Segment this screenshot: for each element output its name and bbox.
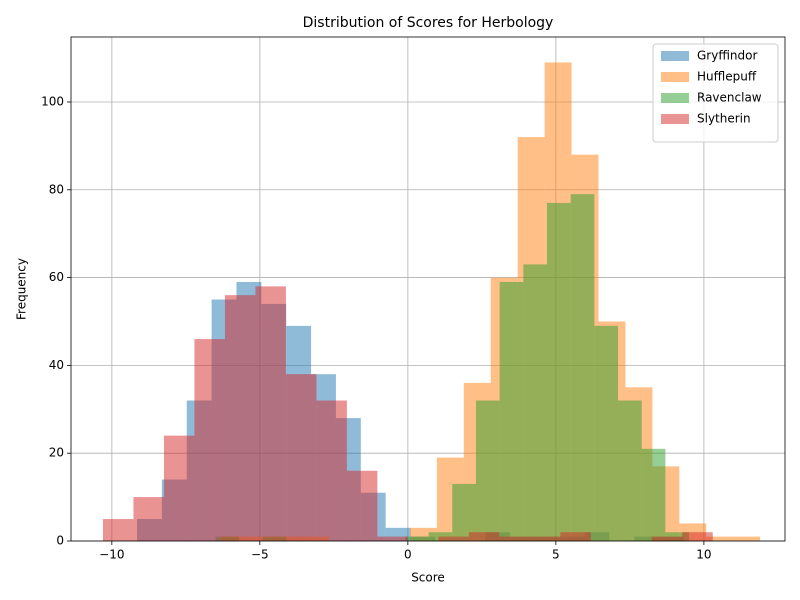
histogram-bar — [255, 286, 286, 541]
chart-title: Distribution of Scores for Herbology — [303, 15, 554, 31]
legend-label: Hufflepuff — [697, 70, 757, 84]
histogram-bar — [641, 448, 666, 541]
legend-swatch — [661, 72, 689, 82]
legend: Gryffindor Hufflepuff Ravenclaw Slytherin — [652, 43, 779, 143]
histogram-bar — [316, 400, 347, 541]
y-axis-label: Frequency — [15, 258, 29, 320]
histogram-bar — [523, 264, 547, 541]
histogram-bar — [163, 435, 195, 541]
histogram-bar — [529, 536, 561, 541]
legend-label: Gryffindor — [697, 49, 758, 63]
histogram-bar — [706, 536, 734, 541]
bars — [102, 62, 761, 542]
histogram-bar — [194, 339, 225, 541]
histogram-bar — [594, 325, 619, 541]
legend-swatch — [661, 51, 689, 61]
histogram-bar — [452, 483, 476, 541]
x-tick-label: −10 — [99, 548, 124, 562]
plot-frame — [70, 36, 786, 542]
histogram-bar — [547, 202, 571, 541]
histogram-bar — [404, 536, 429, 541]
histogram-bar — [224, 295, 256, 541]
x-tick-label: 5 — [552, 548, 560, 562]
legend-label: Slytherin — [697, 112, 751, 126]
x-tick-label: −5 — [251, 548, 269, 562]
x-tick-label: 0 — [404, 548, 412, 562]
histogram-bar — [651, 536, 683, 541]
y-tick-label: 40 — [49, 358, 64, 372]
histogram-bar — [560, 532, 591, 541]
histogram-bar — [438, 536, 469, 541]
histogram-bar — [133, 497, 164, 541]
y-tick-label: 80 — [49, 182, 64, 196]
histogram-bar — [733, 536, 761, 541]
legend-swatch — [661, 93, 689, 103]
histogram-bar — [682, 532, 713, 541]
histogram-bar — [499, 281, 524, 541]
histogram-bar — [377, 536, 408, 541]
histogram-bar — [285, 374, 317, 541]
y-tick-label: 0 — [56, 534, 64, 548]
histogram-bar — [618, 400, 642, 541]
histogram-bar — [102, 519, 134, 541]
legend-label: Ravenclaw — [697, 91, 762, 105]
y-tick-label: 100 — [41, 94, 64, 108]
y-tick-label: 20 — [49, 446, 64, 460]
histogram-bar — [475, 400, 500, 541]
legend-swatch — [661, 114, 689, 124]
histogram-bar — [570, 194, 595, 542]
histogram-bar — [346, 470, 378, 541]
x-tick-label: 10 — [696, 548, 711, 562]
histogram-bar — [499, 536, 530, 541]
x-axis-label: Score — [411, 571, 445, 585]
y-tick-label: 60 — [49, 270, 64, 284]
histogram-bar — [468, 532, 500, 541]
